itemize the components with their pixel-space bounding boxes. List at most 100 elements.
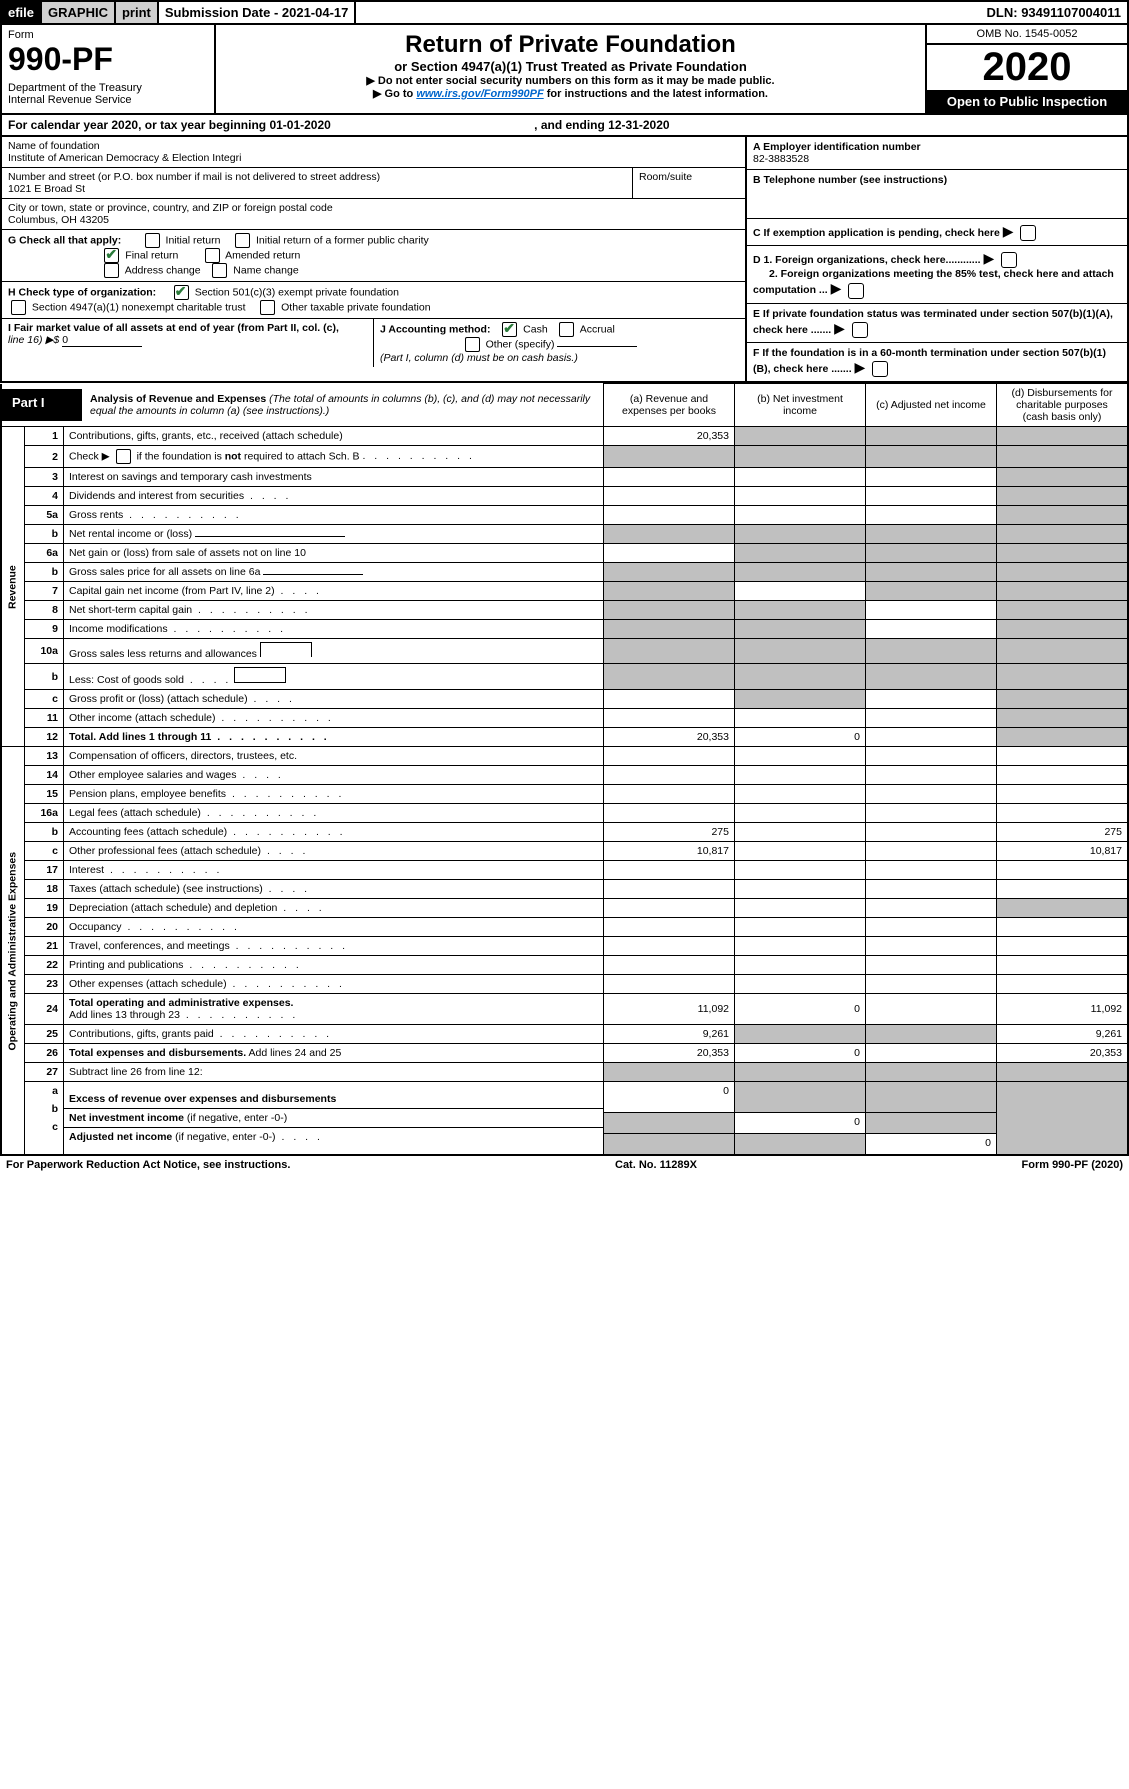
val-d: [997, 620, 1129, 639]
val-d: [997, 563, 1129, 582]
val-d: [997, 664, 1129, 690]
val-b: [735, 937, 866, 956]
irs-link[interactable]: www.irs.gov/Form990PF: [416, 88, 543, 100]
val-b: [735, 823, 866, 842]
d2-checkbox[interactable]: [848, 283, 864, 299]
val-b: [735, 544, 866, 563]
rownum: 6a: [25, 544, 64, 563]
addr-cell: Number and street (or P.O. box number if…: [2, 168, 633, 198]
rownum: 21: [25, 937, 64, 956]
val-a: [604, 804, 735, 823]
val-b: 0: [735, 1044, 866, 1063]
rowdesc: Legal fees (attach schedule): [64, 804, 604, 823]
submission-date: Submission Date - 2021-04-17: [159, 2, 357, 23]
address-change-checkbox[interactable]: [104, 263, 119, 278]
val-b: [735, 601, 866, 620]
val-a: [604, 487, 735, 506]
val-d: [997, 861, 1129, 880]
rownum: 26: [25, 1044, 64, 1063]
footer-mid: Cat. No. 11289X: [615, 1159, 697, 1171]
val-c: [866, 487, 997, 506]
val-d: [997, 582, 1129, 601]
arrow-icon: ▶: [1003, 223, 1014, 239]
i-label: I Fair market value of all assets at end…: [8, 322, 339, 334]
instr-2: ▶ Go to www.irs.gov/Form990PF for instru…: [222, 87, 919, 100]
val-b: [735, 975, 866, 994]
val-c: [866, 747, 997, 766]
initial-former-checkbox[interactable]: [235, 233, 250, 248]
f-checkbox[interactable]: [872, 361, 888, 377]
val-d: [997, 804, 1129, 823]
val-c: [866, 563, 997, 582]
rownum: 12: [25, 728, 64, 747]
info-right: A Employer identification number 82-3883…: [745, 137, 1127, 381]
city-value: Columbus, OH 43205: [8, 214, 739, 226]
cash-checkbox[interactable]: [502, 322, 517, 337]
row-16b: bAccounting fees (attach schedule)275275: [1, 823, 1128, 842]
row-6a: 6aNet gain or (loss) from sale of assets…: [1, 544, 1128, 563]
4947-checkbox[interactable]: [11, 300, 26, 315]
rowdesc: Dividends and interest from securities: [64, 487, 604, 506]
val-b: [735, 506, 866, 525]
val-b: 0: [735, 994, 866, 1025]
val-b: [735, 785, 866, 804]
rowdesc-abc: Excess of revenue over expenses and disb…: [64, 1082, 604, 1156]
i-value: 0: [62, 334, 142, 347]
header-left: Form 990-PF Department of the Treasury I…: [2, 25, 216, 113]
form-word: Form: [8, 29, 208, 41]
c-checkbox[interactable]: [1020, 225, 1036, 241]
val-b: [735, 880, 866, 899]
j-label: J Accounting method:: [380, 323, 490, 335]
print-label[interactable]: print: [116, 2, 159, 23]
val-d: [997, 544, 1129, 563]
row-2: 2 Check ▶ if the foundation is not requi…: [1, 446, 1128, 468]
r27c-c: 0: [866, 1134, 996, 1154]
other-method-checkbox[interactable]: [465, 337, 480, 352]
amended-return-checkbox[interactable]: [205, 248, 220, 263]
row-5a: 5aGross rents: [1, 506, 1128, 525]
rownum: b: [25, 823, 64, 842]
val-a: 10,817: [604, 842, 735, 861]
val-c: [866, 994, 997, 1025]
val-d: [997, 728, 1129, 747]
val-b: [735, 427, 866, 446]
val-c: [866, 861, 997, 880]
e-checkbox[interactable]: [852, 322, 868, 338]
c-cell: C If exemption application is pending, c…: [747, 219, 1127, 246]
rownum: 3: [25, 468, 64, 487]
val-c: [866, 639, 997, 664]
info-left: Name of foundation Institute of American…: [2, 137, 745, 381]
val-a: [604, 747, 735, 766]
row-23: 23Other expenses (attach schedule): [1, 975, 1128, 994]
other-taxable-checkbox[interactable]: [260, 300, 275, 315]
row-27abc: a b c Excess of revenue over expenses an…: [1, 1082, 1128, 1156]
e-cell: E If private foundation status was termi…: [747, 304, 1127, 343]
rownum: 27: [25, 1063, 64, 1082]
val-b: [735, 525, 866, 544]
dept-treasury: Department of the Treasury: [8, 82, 208, 94]
sch-b-checkbox[interactable]: [116, 449, 131, 464]
name-cell: Name of foundation Institute of American…: [2, 137, 745, 168]
name-change-checkbox[interactable]: [212, 263, 227, 278]
rownum: 1: [25, 427, 64, 446]
val-b: [735, 582, 866, 601]
val-d: [997, 880, 1129, 899]
rownum: 24: [25, 994, 64, 1025]
val-a: [604, 563, 735, 582]
501c3-checkbox[interactable]: [174, 285, 189, 300]
val-a: [604, 766, 735, 785]
rownum: 7: [25, 582, 64, 601]
rowdesc: Gross sales price for all assets on line…: [64, 563, 604, 582]
cal-begin: For calendar year 2020, or tax year begi…: [8, 118, 331, 132]
accrual-checkbox[interactable]: [559, 322, 574, 337]
initial-return-checkbox[interactable]: [145, 233, 160, 248]
rowdesc: Net rental income or (loss): [64, 525, 604, 544]
val-c: [866, 785, 997, 804]
val-d: 9,261: [997, 1025, 1129, 1044]
d1-checkbox[interactable]: [1001, 252, 1017, 268]
final-return-checkbox[interactable]: [104, 248, 119, 263]
rowdesc: Other expenses (attach schedule): [64, 975, 604, 994]
ein-value: 82-3883528: [753, 153, 809, 165]
val-a: 11,092: [604, 994, 735, 1025]
row-10a: 10aGross sales less returns and allowanc…: [1, 639, 1128, 664]
